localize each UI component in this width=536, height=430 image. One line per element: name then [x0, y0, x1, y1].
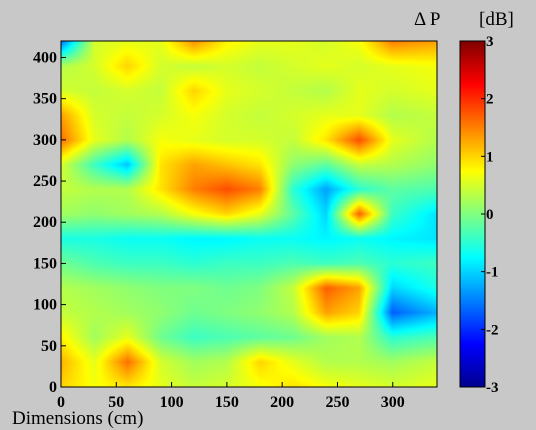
- y-tick-label: 400: [33, 49, 57, 66]
- colorbar-ticks: -3 -2 -1 0 1 2 3: [481, 34, 499, 396]
- y-tick-label: 250: [33, 173, 57, 190]
- colorbar-unit: [dB]: [479, 9, 514, 30]
- colorbar-tick-label: 2: [486, 92, 494, 108]
- y-tick-label: 100: [33, 297, 57, 314]
- colorbar-symbol: Δ P: [414, 9, 441, 30]
- y-axis-ticks: 0 50 100 150 200 250 300 350 400: [33, 49, 66, 396]
- x-axis-ticks: 0 50 100 150 200 250 300: [57, 382, 405, 411]
- colorbar-tick-label: 3: [486, 34, 494, 50]
- colorbar-tick-label: -2: [486, 322, 499, 338]
- colorbar-tick-label: 1: [486, 149, 494, 165]
- plot-frame: [60, 40, 438, 388]
- colorbar-tick-label: -1: [486, 265, 499, 281]
- colorbar-tick-label: -3: [486, 380, 499, 396]
- x-tick-label: 250: [325, 394, 349, 411]
- x-tick-label: 100: [160, 394, 184, 411]
- y-tick-label: 200: [33, 214, 57, 231]
- y-tick-label: 50: [41, 338, 57, 355]
- x-axis-label: Dimensions (cm): [12, 408, 143, 429]
- y-tick-label: 150: [33, 255, 57, 272]
- heatmap-area: [60, 40, 438, 388]
- colorbar: -3 -2 -1 0 1 2 3 Δ P [dB]: [414, 9, 514, 396]
- y-tick-label: 300: [33, 132, 57, 149]
- colorbar-tick-label: 0: [486, 207, 494, 223]
- y-tick-label: 350: [33, 91, 57, 108]
- x-tick-label: 150: [215, 394, 239, 411]
- y-tick-label: 0: [49, 379, 57, 396]
- x-tick-label: 200: [270, 394, 294, 411]
- x-tick-label: 50: [108, 394, 124, 411]
- x-tick-label: 300: [381, 394, 405, 411]
- x-tick-label: 0: [57, 394, 65, 411]
- heatmap-image: [61, 41, 437, 387]
